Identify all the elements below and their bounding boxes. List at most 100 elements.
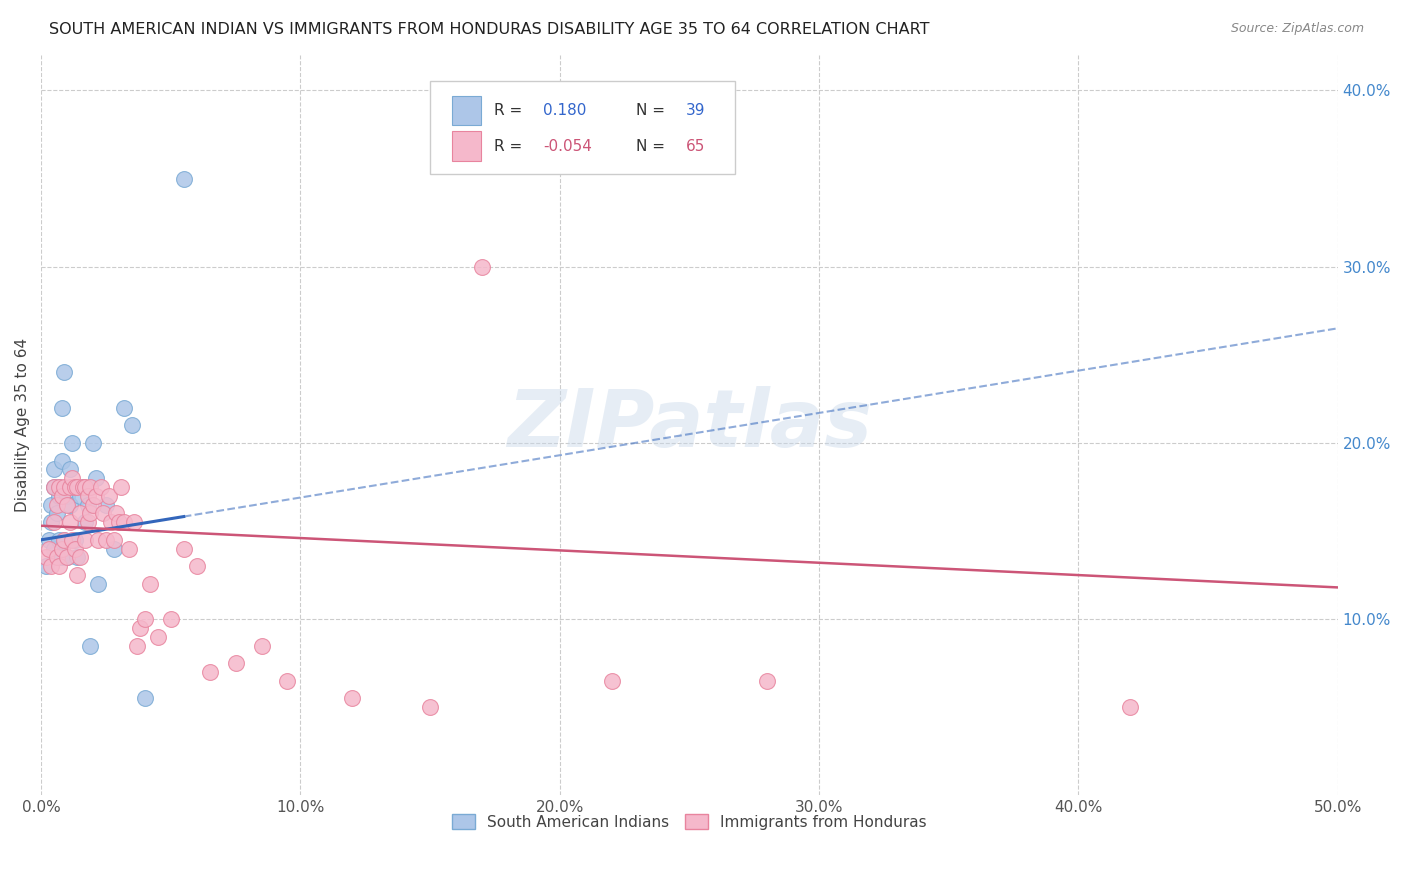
Point	[198, 665, 221, 679]
Point	[42, 480, 65, 494]
Point	[63, 533, 86, 547]
Text: R =: R =	[494, 103, 527, 118]
Point	[56, 498, 79, 512]
Point	[79, 480, 101, 494]
Point	[600, 673, 623, 688]
Point	[112, 515, 135, 529]
Point	[97, 489, 120, 503]
Y-axis label: Disability Age 35 to 64: Disability Age 35 to 64	[15, 338, 30, 512]
Point	[108, 515, 131, 529]
Point	[121, 418, 143, 433]
Text: 0.180: 0.180	[543, 103, 586, 118]
Point	[84, 489, 107, 503]
Point	[59, 515, 82, 529]
Point	[48, 480, 70, 494]
Point	[42, 515, 65, 529]
Point	[79, 639, 101, 653]
Point	[45, 550, 67, 565]
Point	[51, 550, 73, 565]
Point	[118, 541, 141, 556]
Point	[60, 471, 83, 485]
Point	[42, 480, 65, 494]
Point	[53, 533, 76, 547]
Point	[250, 639, 273, 653]
Point	[66, 480, 89, 494]
Point	[38, 533, 60, 547]
Point	[1119, 700, 1142, 714]
Point	[76, 515, 98, 529]
Point	[60, 533, 83, 547]
Point	[51, 489, 73, 503]
Point	[41, 515, 63, 529]
Point	[112, 401, 135, 415]
Point	[48, 559, 70, 574]
Text: 65: 65	[686, 138, 704, 153]
Point	[51, 541, 73, 556]
Point	[90, 480, 112, 494]
Point	[59, 480, 82, 494]
Point	[72, 480, 94, 494]
Point	[125, 639, 148, 653]
Bar	[453, 95, 481, 126]
Point	[51, 401, 73, 415]
Point	[76, 498, 98, 512]
Point	[48, 480, 70, 494]
Point	[48, 533, 70, 547]
Point	[103, 541, 125, 556]
Point	[45, 498, 67, 512]
Point	[42, 462, 65, 476]
FancyBboxPatch shape	[430, 81, 735, 174]
Point	[66, 568, 89, 582]
Text: SOUTH AMERICAN INDIAN VS IMMIGRANTS FROM HONDURAS DISABILITY AGE 35 TO 64 CORREL: SOUTH AMERICAN INDIAN VS IMMIGRANTS FROM…	[49, 22, 929, 37]
Point	[93, 507, 115, 521]
Point	[124, 515, 146, 529]
Point	[41, 559, 63, 574]
Point	[87, 577, 110, 591]
Point	[72, 480, 94, 494]
Point	[276, 673, 298, 688]
Point	[59, 462, 82, 476]
Text: 39: 39	[686, 103, 704, 118]
Point	[94, 533, 117, 547]
Point	[69, 550, 91, 565]
Point	[56, 550, 79, 565]
Point	[48, 489, 70, 503]
Text: N =: N =	[637, 103, 671, 118]
Point	[51, 453, 73, 467]
Point	[134, 691, 156, 706]
Point	[419, 700, 441, 714]
Point	[105, 507, 128, 521]
Point	[128, 621, 150, 635]
Text: N =: N =	[637, 138, 671, 153]
Point	[82, 436, 104, 450]
Point	[139, 577, 162, 591]
Point	[75, 515, 97, 529]
Point	[225, 657, 247, 671]
Point	[53, 533, 76, 547]
Point	[63, 480, 86, 494]
Point	[60, 436, 83, 450]
Point	[42, 541, 65, 556]
Point	[45, 507, 67, 521]
Text: Source: ZipAtlas.com: Source: ZipAtlas.com	[1230, 22, 1364, 36]
Point	[45, 550, 67, 565]
Point	[75, 480, 97, 494]
Point	[159, 612, 181, 626]
Point	[69, 489, 91, 503]
Point	[41, 498, 63, 512]
Point	[342, 691, 364, 706]
Point	[56, 489, 79, 503]
Point	[100, 515, 122, 529]
Point	[110, 480, 132, 494]
Point	[53, 480, 76, 494]
Point	[103, 533, 125, 547]
Point	[134, 612, 156, 626]
Legend: South American Indians, Immigrants from Honduras: South American Indians, Immigrants from …	[446, 807, 932, 836]
Point	[146, 630, 169, 644]
Point	[173, 171, 195, 186]
Point	[186, 559, 208, 574]
Point	[756, 673, 779, 688]
Point	[35, 559, 58, 574]
Point	[53, 365, 76, 379]
Point	[84, 471, 107, 485]
